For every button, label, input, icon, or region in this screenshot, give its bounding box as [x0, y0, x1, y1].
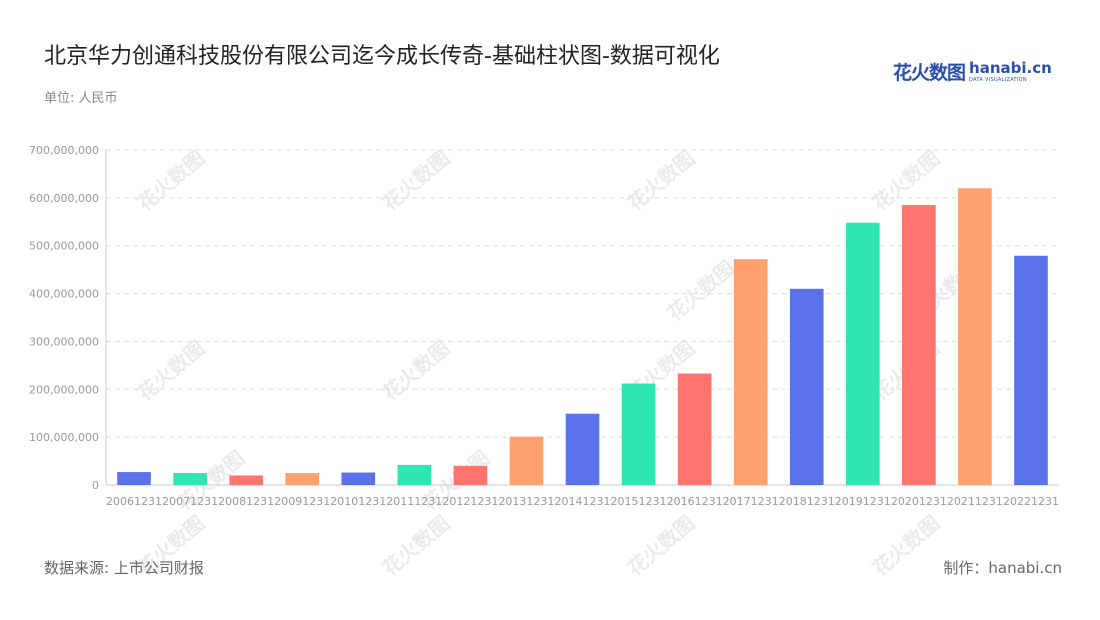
x-tick-label: 20091231 [274, 495, 330, 508]
y-tick-label: 100,000,000 [29, 431, 99, 444]
bar [789, 288, 824, 485]
bar [677, 373, 712, 485]
brand-logo: 花火数图 hanabi.cn DATA VISUALIZATION [893, 58, 1052, 85]
bar [845, 222, 880, 485]
x-tick-label: 20201231 [891, 495, 947, 508]
x-tick-label: 20061231 [106, 495, 162, 508]
chart-title: 北京华力创通科技股份有限公司迄今成长传奇-基础柱状图-数据可视化 [44, 44, 720, 69]
x-tick-label: 20211231 [947, 495, 1003, 508]
x-tick-label: 20101231 [330, 495, 386, 508]
bar [565, 413, 600, 485]
bar [397, 464, 432, 485]
x-tick-label: 20131231 [498, 495, 554, 508]
y-tick-label: 600,000,000 [29, 192, 99, 205]
bar [285, 473, 320, 485]
bar [117, 472, 151, 485]
bar [958, 188, 992, 486]
bar [1014, 255, 1048, 485]
x-tick-label: 20111231 [386, 495, 442, 508]
x-tick-label: 20161231 [667, 495, 723, 508]
data-source: 数据来源: 上市公司财报 [44, 559, 204, 577]
x-tick-label: 20171231 [723, 495, 779, 508]
y-tick-label: 200,000,000 [29, 383, 99, 396]
bar [621, 383, 656, 485]
bar [733, 259, 768, 485]
y-tick-label: 500,000,000 [29, 240, 99, 253]
x-tick-label: 20181231 [779, 495, 835, 508]
y-tick-label: 700,000,000 [29, 144, 99, 157]
x-tick-label: 20141231 [555, 495, 611, 508]
x-tick-label: 20081231 [218, 495, 274, 508]
x-tick-label: 20221231 [1003, 495, 1059, 508]
unit-label: 单位: 人民币 [44, 91, 118, 106]
bar [229, 475, 263, 485]
credit-label: 制作：hanabi.cn [943, 559, 1062, 577]
logo-text-en-sub: DATA VISUALIZATION [969, 76, 1027, 83]
bar [173, 473, 207, 485]
logo-text-en-group: hanabi.cn DATA VISUALIZATION [969, 58, 1052, 83]
x-tick-label: 20151231 [611, 495, 667, 508]
bar [509, 436, 544, 485]
x-tick-label: 20191231 [835, 495, 891, 508]
bar [902, 205, 936, 486]
bar [341, 472, 376, 485]
x-tick-label: 20121231 [442, 495, 498, 508]
logo-text-cn: 花火数图 [893, 62, 966, 84]
y-tick-label: 400,000,000 [29, 288, 99, 301]
logo-text-en: hanabi.cn [969, 58, 1052, 77]
y-tick-label: 300,000,000 [29, 335, 99, 348]
x-tick-label: 20071231 [162, 495, 218, 508]
bar [453, 465, 488, 485]
y-tick-label: 0 [92, 479, 99, 492]
